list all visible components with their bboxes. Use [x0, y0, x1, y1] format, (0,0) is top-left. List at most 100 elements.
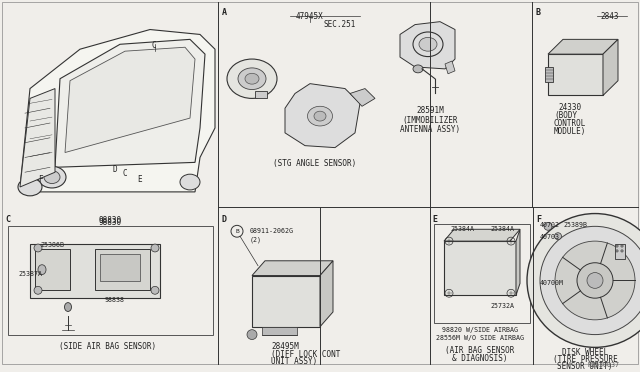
Circle shape: [577, 263, 613, 298]
Text: C: C: [123, 169, 127, 178]
Circle shape: [544, 222, 552, 230]
Text: 40700M: 40700M: [540, 280, 564, 286]
Text: B: B: [535, 8, 540, 17]
Text: DISK WHEEL: DISK WHEEL: [562, 348, 608, 357]
Text: CONTROL: CONTROL: [554, 119, 586, 128]
Ellipse shape: [238, 68, 266, 90]
Circle shape: [621, 245, 623, 247]
Text: F: F: [38, 175, 42, 184]
Text: 98820 W/SIDE AIRBAG: 98820 W/SIDE AIRBAG: [442, 327, 518, 333]
Ellipse shape: [44, 171, 60, 183]
Circle shape: [554, 233, 561, 240]
Text: UNIT ASSY): UNIT ASSY): [271, 357, 317, 366]
Ellipse shape: [180, 174, 200, 190]
Polygon shape: [445, 61, 455, 74]
Ellipse shape: [419, 38, 437, 51]
Text: 2843: 2843: [600, 12, 618, 21]
Text: 98830: 98830: [99, 218, 122, 227]
Text: 25386B: 25386B: [40, 242, 64, 248]
Text: 40703: 40703: [540, 234, 560, 240]
Bar: [30, 244, 160, 298]
Ellipse shape: [307, 106, 333, 126]
Text: (IMMOBILIZER: (IMMOBILIZER: [403, 116, 458, 125]
Polygon shape: [20, 29, 215, 192]
Polygon shape: [320, 261, 333, 327]
Polygon shape: [252, 261, 333, 276]
Text: 98838: 98838: [105, 297, 125, 303]
Circle shape: [527, 214, 640, 347]
Text: MODULE): MODULE): [554, 127, 586, 136]
Bar: [545, 67, 553, 82]
Bar: [95, 249, 150, 290]
Text: (DIFF LOCK CONT: (DIFF LOCK CONT: [271, 350, 340, 359]
Text: (SIDE AIR BAG SENSOR): (SIDE AIR BAG SENSOR): [60, 343, 157, 352]
Text: 08911-2062G: 08911-2062G: [250, 228, 294, 234]
Polygon shape: [548, 39, 618, 54]
Text: C: C: [152, 41, 157, 50]
Text: C: C: [5, 215, 10, 224]
Circle shape: [616, 245, 618, 247]
Circle shape: [540, 226, 640, 334]
Text: D: D: [113, 165, 117, 174]
Bar: [8, 226, 213, 334]
Text: 28495M: 28495M: [271, 343, 299, 352]
Polygon shape: [350, 89, 375, 106]
Circle shape: [621, 250, 623, 252]
Circle shape: [151, 244, 159, 252]
Text: 24330: 24330: [559, 103, 582, 112]
Bar: [255, 90, 267, 99]
Circle shape: [555, 241, 635, 320]
Polygon shape: [516, 229, 520, 295]
Text: E: E: [432, 215, 437, 224]
Text: SENSOR UNIT): SENSOR UNIT): [557, 362, 612, 371]
Text: A: A: [222, 8, 227, 17]
Text: (BODY: (BODY: [554, 111, 577, 120]
Bar: [615, 244, 625, 259]
Text: 40702: 40702: [540, 222, 560, 228]
Bar: [434, 224, 530, 323]
Polygon shape: [285, 84, 360, 148]
Polygon shape: [603, 39, 618, 96]
Circle shape: [247, 330, 257, 340]
Bar: [100, 254, 140, 282]
Text: R2530037: R2530037: [588, 362, 620, 368]
Circle shape: [34, 286, 42, 294]
Circle shape: [587, 273, 603, 288]
Bar: [548, 54, 603, 96]
Bar: [444, 241, 516, 295]
Text: 25389B: 25389B: [563, 222, 587, 228]
Polygon shape: [400, 22, 455, 69]
Bar: [252, 276, 320, 327]
Text: 25384A: 25384A: [450, 226, 474, 232]
Ellipse shape: [65, 302, 72, 311]
Text: 25384A: 25384A: [490, 226, 514, 232]
Bar: [262, 327, 297, 334]
Ellipse shape: [18, 178, 42, 196]
Text: (TIRE PRESSURE: (TIRE PRESSURE: [552, 355, 618, 364]
Polygon shape: [65, 47, 195, 153]
Circle shape: [616, 250, 618, 252]
Ellipse shape: [245, 73, 259, 84]
Text: 98830: 98830: [99, 217, 122, 225]
Text: (2): (2): [250, 236, 262, 243]
Text: E: E: [138, 175, 142, 184]
Ellipse shape: [38, 265, 46, 275]
Ellipse shape: [38, 166, 66, 188]
Text: F: F: [536, 215, 541, 224]
Text: B: B: [235, 229, 239, 234]
Text: D: D: [222, 215, 227, 224]
Text: (AIR BAG SENSOR: (AIR BAG SENSOR: [445, 346, 515, 355]
Text: SEC.251: SEC.251: [324, 20, 356, 29]
Bar: [35, 249, 70, 290]
Ellipse shape: [413, 65, 423, 73]
Text: 25732A: 25732A: [490, 303, 514, 309]
Text: & DIAGNOSIS): & DIAGNOSIS): [452, 354, 508, 363]
Circle shape: [34, 244, 42, 252]
Polygon shape: [55, 39, 205, 167]
Text: 28556M W/O SIDE AIRBAG: 28556M W/O SIDE AIRBAG: [436, 334, 524, 341]
Text: 28591M: 28591M: [416, 106, 444, 115]
Text: (STG ANGLE SENSOR): (STG ANGLE SENSOR): [273, 160, 356, 169]
Text: 47945X: 47945X: [296, 12, 324, 21]
Circle shape: [151, 286, 159, 294]
Polygon shape: [444, 229, 520, 241]
